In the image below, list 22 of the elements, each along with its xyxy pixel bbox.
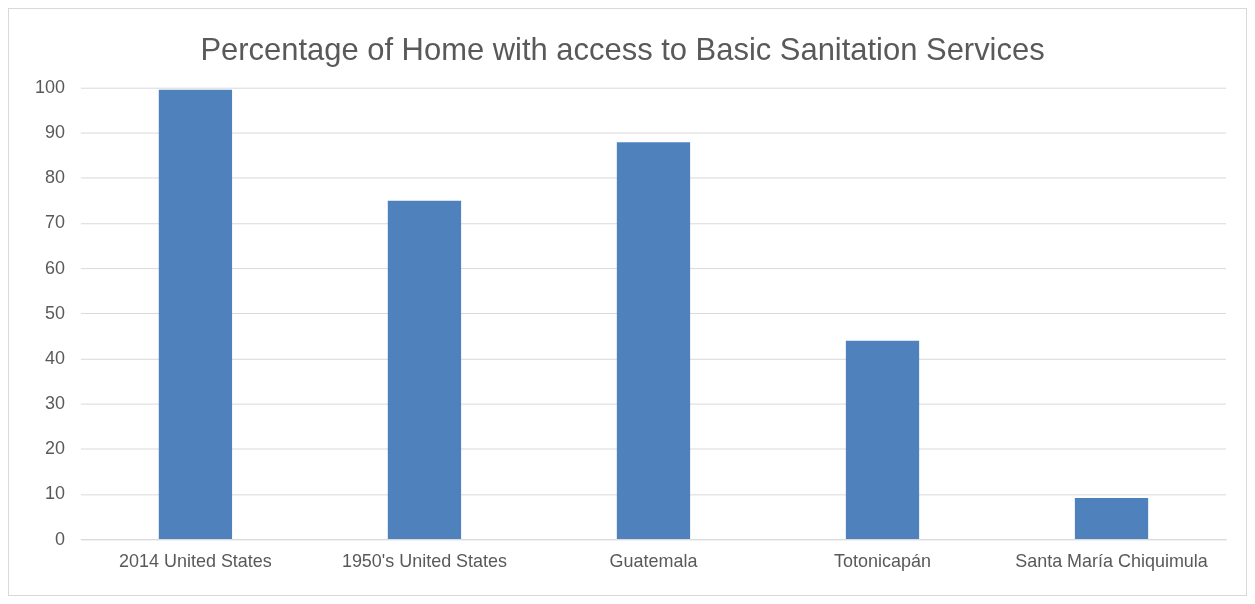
bar (616, 142, 691, 540)
y-tick-label: 60 (44, 257, 65, 278)
y-tick-label: 10 (44, 483, 65, 504)
y-tick-label: 100 (34, 76, 65, 97)
x-tick-label: Totonicapán (834, 551, 931, 572)
y-tick-label: 30 (44, 393, 65, 414)
y-tick-label: 20 (44, 438, 65, 459)
x-tick-label: Santa María Chiquimula (1015, 551, 1208, 572)
bar (387, 200, 462, 540)
x-tick-label: 2014 United States (119, 551, 272, 572)
x-tick-label: 1950's United States (341, 551, 508, 572)
y-tick-label: 40 (44, 347, 65, 368)
x-tick-label: Guatemala (609, 551, 698, 572)
y-tick-label: 70 (44, 212, 65, 233)
bar (1074, 498, 1149, 540)
bar (158, 89, 233, 540)
y-tick-label: 0 (54, 528, 65, 549)
y-tick-label: 50 (44, 302, 65, 323)
y-tick-label: 90 (44, 122, 65, 143)
bar (845, 340, 920, 540)
chart-title: Percentage of Home with access to Basic Sanitation Services (200, 32, 1045, 67)
y-tick-label: 80 (44, 167, 65, 188)
